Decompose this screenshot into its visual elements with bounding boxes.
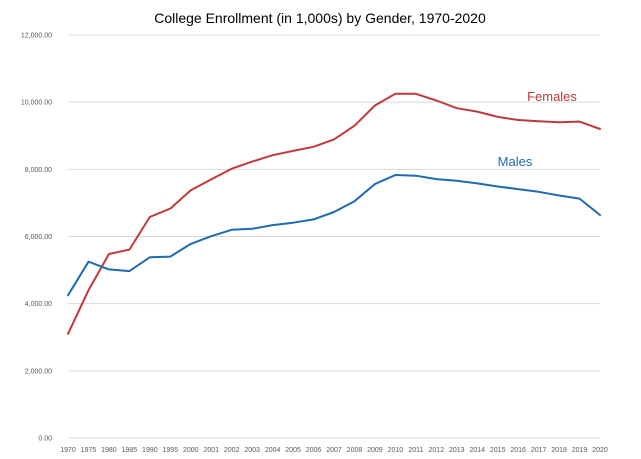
x-tick-label: 2020 bbox=[592, 447, 608, 454]
x-tick-label: 2000 bbox=[183, 447, 199, 454]
y-tick-label: 12,000.00 bbox=[21, 33, 52, 40]
x-tick-label: 2010 bbox=[388, 447, 404, 454]
x-tick-label: 2003 bbox=[244, 447, 260, 454]
series-line-females bbox=[67, 92, 601, 335]
y-tick-label: 10,000.00 bbox=[21, 100, 52, 107]
x-tick-label: 2018 bbox=[551, 447, 567, 454]
gridlines bbox=[68, 34, 600, 439]
x-tick-label: 2011 bbox=[408, 447, 423, 454]
x-tick-label: 2017 bbox=[531, 447, 547, 454]
series-line-males bbox=[67, 174, 601, 297]
x-tick-label: 1995 bbox=[163, 447, 179, 454]
x-tick-label: 1970 bbox=[60, 447, 76, 454]
x-tick-label: 2008 bbox=[347, 447, 363, 454]
x-tick-label: 2007 bbox=[326, 447, 342, 454]
x-tick-label: 2015 bbox=[490, 447, 506, 454]
x-axis-ticks: 1970 1975 1980 1985 1990 1995 2000 2001 2002 2003… bbox=[60, 447, 608, 454]
x-tick-label: 2019 bbox=[572, 447, 588, 454]
y-tick-label: 0.00 bbox=[38, 436, 52, 443]
x-tick-label: 2014 bbox=[469, 447, 485, 454]
series-label-males: Males bbox=[498, 154, 533, 169]
y-tick-label: 2,000.00 bbox=[25, 368, 52, 375]
x-tick-label: 2005 bbox=[285, 447, 301, 454]
x-tick-label: 1985 bbox=[122, 447, 138, 454]
series-label-females: Females bbox=[527, 89, 577, 104]
x-tick-label: 1975 bbox=[81, 447, 97, 454]
y-tick-label: 6,000.00 bbox=[25, 234, 52, 241]
series-labels: Females Males bbox=[498, 89, 578, 169]
x-tick-label: 2006 bbox=[306, 447, 322, 454]
chart-title: College Enrollment (in 1,000s) by Gender… bbox=[154, 10, 486, 26]
x-tick-label: 1980 bbox=[101, 447, 117, 454]
y-tick-label: 8,000.00 bbox=[25, 167, 52, 174]
y-axis-ticks: 0.00 2,000.00 4,000.00 6,000.00 8,000.00 10,0… bbox=[21, 33, 52, 443]
x-tick-label: 2002 bbox=[224, 447, 240, 454]
x-tick-label: 2012 bbox=[429, 447, 445, 454]
x-tick-label: 2016 bbox=[510, 447, 526, 454]
x-tick-label: 1990 bbox=[142, 447, 158, 454]
x-tick-label: 2001 bbox=[203, 447, 219, 454]
series-lines bbox=[67, 92, 601, 335]
x-tick-label: 2004 bbox=[265, 447, 281, 454]
x-tick-label: 2009 bbox=[367, 447, 383, 454]
y-tick-label: 4,000.00 bbox=[25, 301, 52, 308]
x-tick-label: 2013 bbox=[449, 447, 465, 454]
